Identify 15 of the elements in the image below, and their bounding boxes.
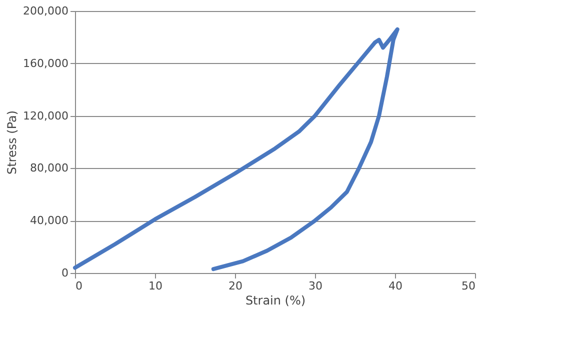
line-series <box>73 27 400 272</box>
y-tick-label: 40,000 <box>30 214 68 228</box>
y-tick-label: 120,000 <box>23 109 68 122</box>
x-tick-label: 50 <box>462 280 476 292</box>
y-axis-title: Stress (Pa) <box>5 110 20 175</box>
y-tick-label: 0 <box>62 266 68 280</box>
x-tick-label: 30 <box>308 280 322 292</box>
x-tick-label: 0 <box>76 280 82 292</box>
y-tick-label: 160,000 <box>23 56 68 70</box>
y-tick-label: 200,000 <box>23 4 68 18</box>
x-axis-title: Strain (%) <box>245 294 306 308</box>
x-tick-label: 20 <box>228 280 242 292</box>
y-tick-label: 80,000 <box>30 162 68 175</box>
x-tick-label: 10 <box>148 280 162 292</box>
x-tick-label: 40 <box>388 280 402 292</box>
